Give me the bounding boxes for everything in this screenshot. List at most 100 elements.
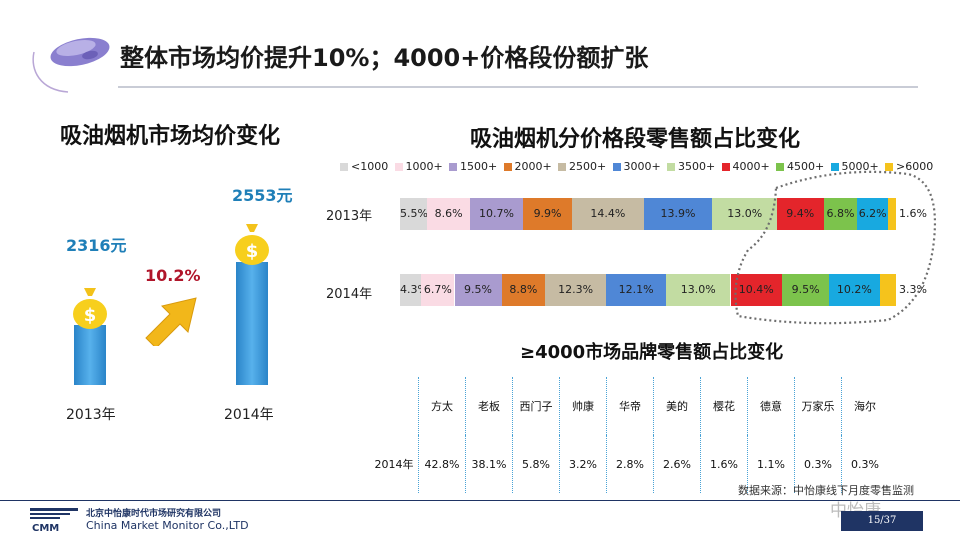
brand-name: 樱花 (700, 377, 748, 435)
brand-share-value: 3.2% (559, 435, 607, 493)
bar-segment: 3.3% (879, 274, 927, 306)
data-label: 9.4% (786, 207, 815, 220)
up-arrow-icon (145, 297, 197, 346)
money-bag-icon: $ (73, 288, 107, 329)
bar-segment: 4.3% (400, 274, 428, 306)
footer-divider (0, 500, 960, 501)
growth-rate: 10.2% (145, 266, 201, 285)
legend-label: >6000 (896, 160, 934, 173)
chart-title: 吸油烟机分价格段零售额占比变化 (470, 127, 801, 152)
page-number: 15/37 (841, 511, 923, 531)
legend-swatch (830, 163, 839, 171)
brand-share-value: 2.6% (653, 435, 701, 493)
data-label: 12.3% (558, 283, 594, 296)
legend-label: 4500+ (787, 160, 825, 173)
data-label: 13.9% (660, 207, 696, 220)
year-label-2013: 2013年 (66, 407, 116, 423)
legend-label: 5000+ (841, 160, 879, 173)
row-label-2013: 2013年 (326, 209, 373, 224)
highlight-outline (734, 170, 936, 325)
bar-segment: 6.7% (421, 274, 455, 306)
bar-segment: 6.2% (857, 198, 889, 230)
brand-share-value: 0.3% (841, 435, 888, 493)
data-label: 13.0% (727, 207, 763, 220)
brand-share-value: 1.1% (747, 435, 795, 493)
svg-text:$: $ (84, 305, 97, 326)
data-label: 3.3% (898, 283, 927, 296)
svg-text:CMM: CMM (32, 523, 59, 534)
cmm-logo-icon: CMM (28, 506, 80, 534)
mouse-icon (32, 37, 110, 93)
legend-item: 4000+ (721, 160, 770, 173)
brand-name: 华帝 (606, 377, 654, 435)
bar-segment: 1.6% (888, 198, 927, 230)
legend-swatch (503, 163, 512, 171)
avg-price-bar-2014 (236, 262, 268, 385)
chart-legend: <1000 1000+ 1500+ 2000+ 2500+ 3000+ 3500+ 4000+… (340, 160, 940, 176)
bar-segment: 9.9% (523, 198, 573, 230)
price-2014: 2553元 (232, 186, 293, 205)
data-label: 8.6% (434, 207, 463, 220)
title-divider (118, 86, 918, 88)
bar-segment: 8.8% (501, 274, 546, 306)
legend-item: 1500+ (449, 160, 497, 173)
legend-label: 3000+ (623, 160, 661, 173)
legend-item: 4500+ (776, 160, 824, 173)
legend-swatch (667, 163, 675, 171)
data-label: 1.6% (898, 207, 927, 220)
data-label: 6.7% (423, 283, 452, 296)
table-row: 2014年 42.8% 38.1% 5.8% 3.2% 2.8% 2.6% 1.… (370, 435, 888, 493)
bar-segment: 12.1% (606, 274, 667, 306)
legend-item: 1000+ (394, 160, 443, 173)
legend-item: 3500+ (667, 160, 715, 173)
legend-swatch (340, 163, 348, 171)
brand-name: 海尔 (841, 377, 888, 435)
svg-text:$: $ (246, 241, 259, 262)
legend-item: 5000+ (830, 160, 879, 173)
legend-item: 3000+ (612, 160, 661, 173)
legend-swatch (885, 163, 893, 171)
data-label: 5.5% (400, 207, 428, 220)
bar-segment: 13.0% (666, 274, 731, 306)
brand-share-value: 5.8% (512, 435, 560, 493)
brand-name: 方太 (418, 377, 466, 435)
legend-swatch (449, 163, 457, 171)
brand-share-value: 0.3% (794, 435, 842, 493)
legend-item: <1000 (340, 160, 388, 173)
data-label: 10.7% (478, 207, 514, 220)
legend-label: 1500+ (460, 160, 498, 173)
data-label: 6.8% (826, 207, 855, 220)
avg-price-bar-2013 (74, 325, 106, 385)
bar-segment: 10.7% (469, 198, 523, 230)
company-name-en: China Market Monitor Co.,LTD (86, 519, 249, 532)
legend-swatch (394, 163, 403, 171)
legend-item: 2000+ (503, 160, 552, 173)
legend-swatch (721, 163, 730, 171)
data-label: 9.5% (791, 283, 820, 296)
bar-segment: 9.5% (782, 274, 830, 306)
brand-share-value: 42.8% (418, 435, 466, 493)
row-label-2014: 2014年 (326, 287, 373, 302)
bar-segment: 13.0% (712, 198, 777, 230)
bar-segment: 9.5% (454, 274, 502, 306)
bar-segment: 8.6% (427, 198, 470, 230)
year-label-2014: 2014年 (224, 407, 274, 423)
brand-share-value: 2.8% (606, 435, 654, 493)
brand-name: 万家乐 (794, 377, 842, 435)
bar-segment: 5.5% (400, 198, 428, 230)
brand-row-label: 2014年 (374, 458, 414, 471)
data-label: 10.2% (836, 283, 872, 296)
legend-label: 4000+ (732, 160, 770, 173)
data-source: 数据来源：中怡康线下月度零售监测 (738, 484, 914, 497)
legend-label: 2500+ (569, 160, 607, 173)
legend-swatch (558, 163, 566, 171)
bar-segment: 12.3% (545, 274, 607, 306)
data-label: 4.3% (400, 283, 428, 296)
avg-price-heading: 吸油烟机市场均价变化 (60, 124, 281, 149)
page-title: 整体市场均价提升10%；4000+价格段份额扩张 (120, 44, 649, 72)
data-label: 8.8% (509, 283, 538, 296)
brand-name: 西门子 (512, 377, 560, 435)
brand-share-table: 方太 老板 西门子 帅康 华帝 美的 樱花 德意 万家乐 海尔 2014年 42… (370, 377, 888, 493)
bar-segment: 9.4% (776, 198, 824, 230)
brand-share-value: 38.1% (465, 435, 513, 493)
